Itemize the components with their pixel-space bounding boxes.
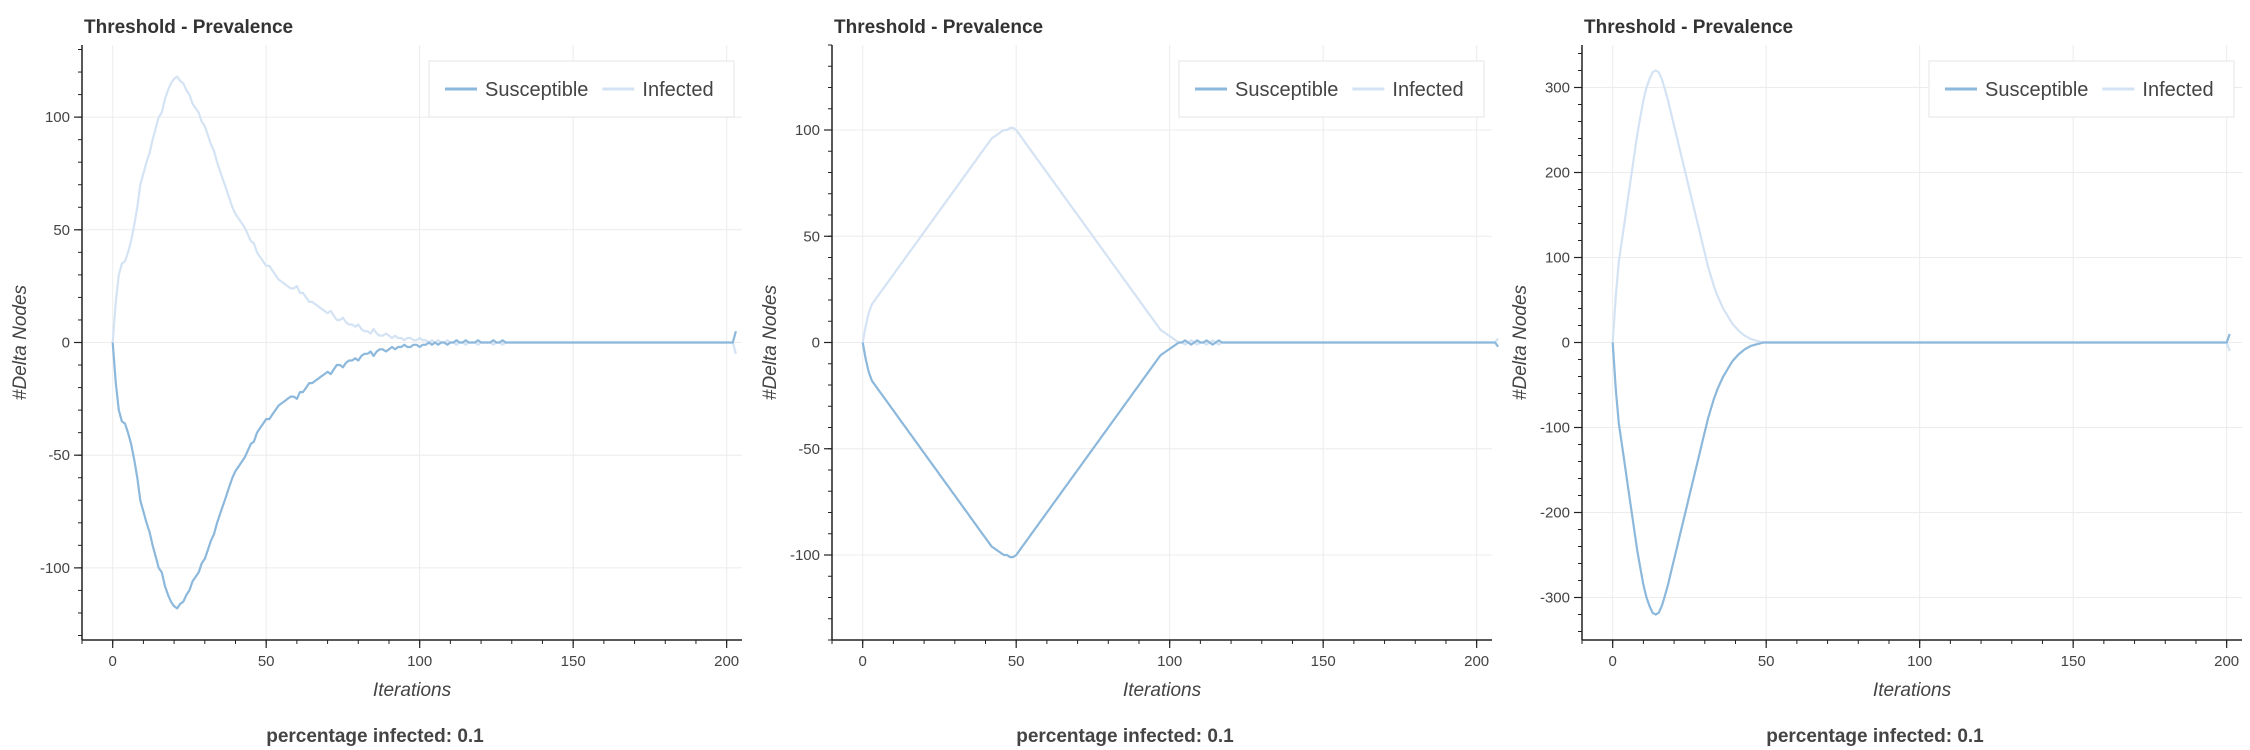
x-tick-label: 100 [1157, 653, 1182, 670]
chart-caption: percentage infected: 0.1 [1766, 726, 1984, 747]
y-tick-label: 0 [1562, 335, 1570, 352]
x-tick-label: 100 [407, 653, 432, 670]
y-tick-label: 100 [1545, 250, 1570, 267]
x-tick-label: 150 [2061, 653, 2086, 670]
y-tick-label: 0 [812, 335, 820, 352]
y-tick-label: -100 [790, 547, 820, 564]
y-tick-label: -50 [798, 441, 820, 458]
x-tick-label: 100 [1907, 653, 1932, 670]
y-tick-label: 50 [803, 228, 820, 245]
legend-label: Infected [2142, 79, 2213, 101]
y-tick-label: 100 [45, 109, 70, 126]
legend-box [428, 60, 735, 118]
chart-title: Threshold - Prevalence [834, 17, 1043, 38]
y-axis-label: #Delta Nodes [1510, 284, 1531, 400]
chart-caption: percentage infected: 0.1 [266, 726, 484, 747]
series-line-infected [111, 75, 737, 355]
x-tick-label: 0 [1609, 653, 1617, 670]
chart-svg-3: 0 50 100 150 200 -300 -200 -100 0 100 200 300 Thresh… [1510, 17, 2242, 701]
y-tick-label: -300 [1540, 590, 1570, 607]
x-tick-label: 200 [714, 653, 739, 670]
legend-box [1178, 60, 1485, 118]
x-tick-label: 150 [561, 653, 586, 670]
series-line-susceptible [861, 339, 1500, 559]
legend-label: Infected [642, 79, 713, 101]
y-tick-label: -50 [48, 447, 70, 464]
y-axis-label: #Delta Nodes [760, 284, 781, 400]
series-line-susceptible [1611, 333, 2231, 616]
x-axis-label: Iterations [373, 680, 452, 701]
y-tick-label: 100 [795, 122, 820, 139]
legend-label: Susceptible [485, 79, 588, 101]
x-tick-label: 50 [1758, 653, 1775, 670]
y-tick-label: 0 [62, 335, 70, 352]
y-tick-label: -100 [1540, 420, 1570, 437]
y-tick-label: 200 [1545, 165, 1570, 182]
y-tick-label: -100 [40, 560, 70, 577]
chart-svg-2: 0 50 100 150 200 -100 -50 0 50 100 Threshold - Pre… [760, 17, 1500, 701]
y-tick-label: 50 [53, 222, 70, 239]
x-tick-label: 200 [2214, 653, 2239, 670]
legend-box [1928, 60, 2235, 118]
x-axis-label: Iterations [1873, 680, 1952, 701]
legend-label: Susceptible [1985, 79, 2088, 101]
chart-caption: percentage infected: 0.1 [1016, 726, 1234, 747]
chart-svg-1: 0 50 100 150 200 -100 -50 0 50 100 Threshold - Pre… [10, 17, 742, 701]
chart-panel-3: 0 50 100 150 200 -300 -200 -100 0 100 200 300 Thresh… [1500, 0, 2250, 750]
legend-label: Susceptible [1235, 79, 1338, 101]
y-tick-label: 300 [1545, 80, 1570, 97]
chart-title: Threshold - Prevalence [84, 17, 293, 38]
x-axis-label: Iterations [1123, 680, 1202, 701]
x-tick-label: 0 [859, 653, 867, 670]
chart-panel-2: 0 50 100 150 200 -100 -50 0 50 100 Threshold - Pre… [750, 0, 1500, 750]
x-tick-label: 50 [258, 653, 275, 670]
chart-title: Threshold - Prevalence [1584, 17, 1793, 38]
x-tick-label: 50 [1008, 653, 1025, 670]
y-tick-label: -200 [1540, 505, 1570, 522]
chart-panel-1: 0 50 100 150 200 -100 -50 0 50 100 Threshold - Pre… [0, 0, 750, 750]
x-tick-label: 150 [1311, 653, 1336, 670]
x-tick-label: 0 [109, 653, 117, 670]
legend-label: Infected [1392, 79, 1463, 101]
y-axis-label: #Delta Nodes [10, 284, 31, 400]
x-tick-label: 200 [1464, 653, 1489, 670]
series-line-susceptible [111, 330, 737, 610]
